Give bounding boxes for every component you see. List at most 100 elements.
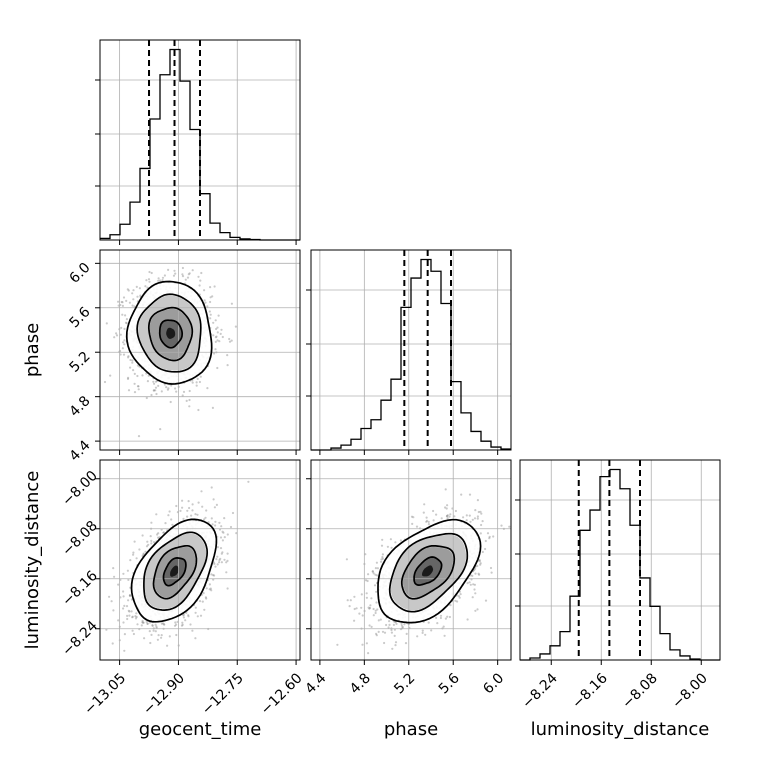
scatter-point [133,540,136,543]
scatter-point [131,292,134,295]
scatter-point [228,340,232,343]
scatter-point [219,557,222,560]
scatter-point [215,335,218,338]
scatter-point [117,583,120,586]
scatter-point [127,609,130,612]
scatter-point [229,525,233,529]
scatter-point [393,634,396,638]
scatter-point [129,366,132,369]
scatter-point [149,535,152,538]
scatter-point [182,614,185,617]
scatter-point [199,614,203,617]
scatter-point [127,578,130,582]
scatter-point [400,624,403,627]
scatter-point [468,581,471,584]
scatter-point [123,339,126,342]
scatter-point [163,383,166,386]
scatter-point [209,300,212,304]
scatter-point [375,634,378,637]
scatter-point [383,631,387,634]
scatter-point [446,517,449,520]
scatter-point [144,550,147,553]
scatter-point [160,634,163,637]
scatter-point [175,623,178,626]
scatter-point [147,278,151,281]
scatter-point [375,632,378,636]
scatter-point [404,642,408,645]
scatter-point [129,358,132,362]
scatter-point [211,406,214,409]
scatter-point [389,538,392,541]
scatter-point [373,584,377,587]
scatter-point [191,629,194,632]
scatter-point [146,622,149,625]
scatter-point [124,321,128,324]
scatter-point [480,512,483,515]
scatter-point [181,394,184,397]
scatter-point [209,317,212,320]
scatter-point [209,286,212,289]
scatter-point [412,516,415,519]
scatter-point [133,372,136,375]
scatter-point [439,616,442,620]
scatter-point [445,507,448,510]
scatter-point [135,615,138,619]
scatter-point [137,388,140,391]
scatter-point [160,390,163,393]
scatter-point [168,635,171,638]
scatter-point [346,599,349,602]
scatter-point [196,377,199,380]
scatter-point [194,606,197,609]
scatter-point [369,604,372,607]
scatter-point [132,289,135,292]
scatter-point [486,532,490,535]
scatter-point [220,328,223,331]
scatter-point [190,514,193,517]
scatter-point [181,266,184,270]
scatter-point [370,597,373,600]
scatter-point [206,387,209,390]
scatter-point [358,612,361,615]
scatter-point [466,618,469,621]
scatter-point [188,506,191,510]
scatter-point [453,515,456,518]
scatter-point [162,531,165,534]
scatter-point [188,398,191,402]
scatter-point [211,523,214,526]
scatter-point [140,624,143,627]
scatter-point [214,336,217,339]
scatter-point [147,543,150,546]
scatter-point [123,343,126,346]
scatter-point [152,629,155,632]
scatter-point [196,513,199,516]
scatter-point [385,623,388,627]
scatter-point [221,539,224,542]
scatter-point [159,279,162,282]
scatter-point [121,347,124,350]
scatter-point [205,587,208,590]
scatter-point [187,273,190,276]
scatter-point [174,387,177,390]
scatter-point [137,435,141,438]
scatter-point [221,530,224,533]
scatter-point [377,619,380,622]
scatter-point [375,590,378,593]
scatter-point [230,339,233,342]
scatter-point [209,587,212,590]
scatter-point [209,296,212,299]
scatter-point [191,509,194,512]
scatter-point [181,275,185,278]
scatter-point [135,612,138,615]
scatter-point [109,374,112,377]
scatter-point [146,380,149,383]
scatter-point [444,488,447,491]
scatter-point [484,547,487,551]
scatter-point [150,539,153,543]
scatter-point [150,542,153,545]
scatter-point [167,387,170,390]
scatter-point [371,570,374,573]
scatter-point [367,652,370,655]
scatter-point [371,570,374,573]
scatter-point [210,486,213,489]
scatter-point [126,617,129,621]
